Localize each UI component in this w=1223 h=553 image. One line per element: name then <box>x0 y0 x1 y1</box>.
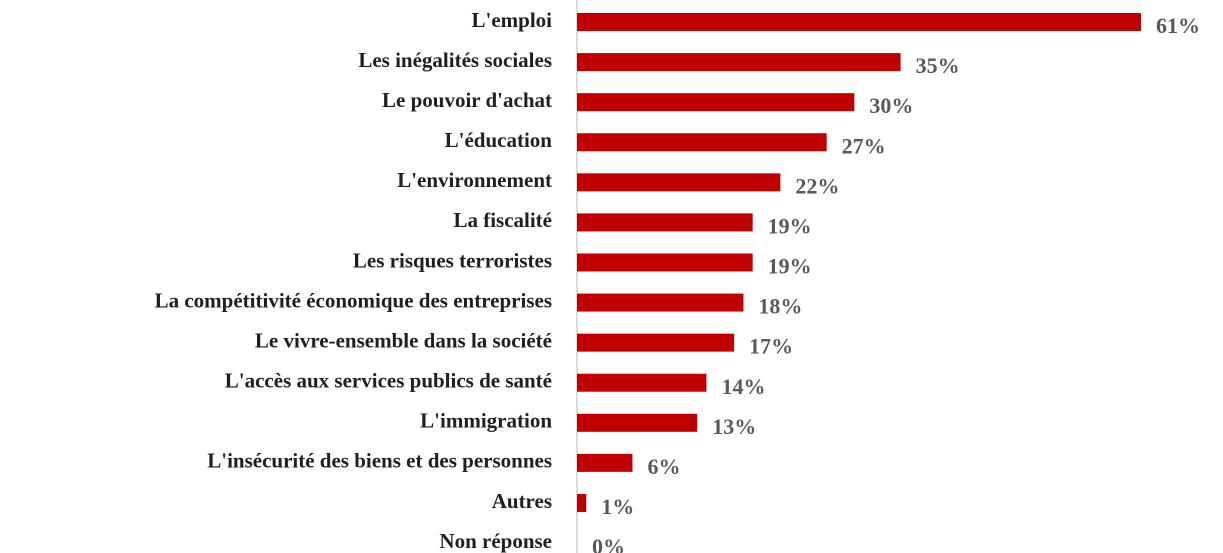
bar <box>577 93 855 112</box>
category-label: L'accès aux services publics de santé <box>225 369 552 393</box>
bar <box>577 53 901 72</box>
value-label: 61% <box>1156 13 1200 38</box>
bar <box>577 333 735 352</box>
category-label: Autres <box>492 489 552 513</box>
bar <box>577 493 587 512</box>
category-label: Les inégalités sociales <box>358 48 552 72</box>
category-label: Non réponse <box>439 529 552 553</box>
value-label: 13% <box>712 414 756 439</box>
bar <box>577 13 1142 31</box>
value-label: 27% <box>842 133 886 158</box>
category-label: L'environnement <box>397 168 552 192</box>
value-label: 1% <box>601 494 634 519</box>
value-label: 19% <box>768 254 812 279</box>
bar <box>577 413 698 432</box>
value-label: 22% <box>795 173 839 198</box>
category-label: La fiscalité <box>453 208 552 232</box>
bar <box>577 293 744 312</box>
value-label: 14% <box>721 374 765 399</box>
value-label: 17% <box>749 334 793 359</box>
category-label: L'emploi <box>471 8 552 32</box>
bar <box>577 453 633 472</box>
category-label: Les risques terroristes <box>353 248 552 272</box>
value-label: 19% <box>768 213 812 238</box>
bar <box>577 373 707 392</box>
bar <box>577 173 781 192</box>
bar <box>577 133 827 152</box>
bar <box>577 213 753 232</box>
value-label: 18% <box>758 294 802 319</box>
bar <box>577 253 753 272</box>
category-label: L'immigration <box>420 409 552 433</box>
value-label: 6% <box>647 454 680 479</box>
category-label: L'insécurité des biens et des personnes <box>207 449 552 473</box>
category-label: L'éducation <box>445 128 553 152</box>
value-label: 35% <box>916 53 960 78</box>
category-label: Le pouvoir d'achat <box>382 88 552 112</box>
category-label: Le vivre-ensemble dans la société <box>255 328 552 352</box>
category-label: La compétitivité économique des entrepri… <box>155 288 552 312</box>
value-label: 0% <box>592 534 625 553</box>
value-label: 30% <box>869 93 913 118</box>
